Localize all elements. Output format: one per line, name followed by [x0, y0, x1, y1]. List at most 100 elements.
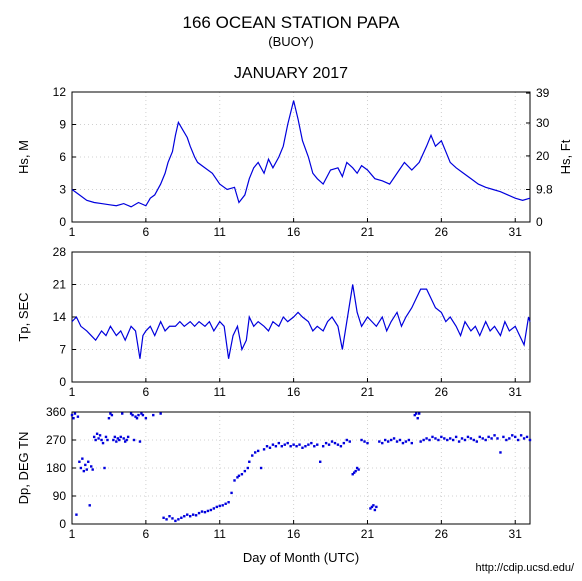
xtick: 11: [214, 225, 227, 239]
ytick-right: 30: [536, 116, 550, 130]
data-point: [131, 414, 133, 416]
data-point: [307, 443, 309, 445]
data-point: [204, 511, 206, 513]
data-point: [269, 447, 271, 449]
ytick: 0: [59, 375, 66, 389]
data-point: [384, 439, 386, 441]
data-point: [520, 434, 522, 436]
ytick: 21: [53, 278, 67, 292]
data-point: [80, 467, 82, 469]
data-point: [207, 510, 209, 512]
data-point: [103, 467, 105, 469]
data-point: [77, 415, 79, 417]
data-point: [263, 448, 265, 450]
data-point: [186, 513, 188, 515]
data-point: [91, 468, 93, 470]
ytick: 180: [46, 461, 66, 475]
data-point: [260, 467, 262, 469]
data-point: [227, 501, 229, 503]
data-point: [319, 461, 321, 463]
data-point: [275, 445, 277, 447]
data-point: [183, 515, 185, 517]
ytick: 7: [59, 343, 66, 357]
data-point: [375, 506, 377, 508]
data-point: [408, 439, 410, 441]
data-point: [396, 440, 398, 442]
data-point: [464, 439, 466, 441]
data-point: [133, 439, 135, 441]
title: 166 OCEAN STATION PAPA: [183, 13, 401, 32]
data-point: [517, 439, 519, 441]
xtick: 11: [214, 385, 227, 399]
data-point: [162, 517, 164, 519]
data-series: [72, 285, 530, 359]
data-point: [89, 504, 91, 506]
data-point: [198, 512, 200, 514]
data-point: [417, 417, 419, 419]
data-point: [111, 414, 113, 416]
data-point: [505, 439, 507, 441]
data-point: [174, 520, 176, 522]
data-point: [112, 439, 114, 441]
data-point: [180, 517, 182, 519]
data-point: [121, 412, 123, 414]
data-point: [78, 461, 80, 463]
data-point: [490, 437, 492, 439]
xtick: 11: [214, 527, 227, 541]
panel2-ylabel: Tp, SEC: [16, 292, 31, 341]
data-point: [248, 461, 250, 463]
data-point: [251, 454, 253, 456]
data-point: [363, 440, 365, 442]
ytick: 360: [46, 405, 66, 419]
xtick: 31: [509, 225, 523, 239]
ytick: 28: [53, 245, 67, 259]
data-point: [487, 436, 489, 438]
data-point: [437, 439, 439, 441]
data-point: [75, 513, 77, 515]
data-point: [479, 436, 481, 438]
data-point: [201, 510, 203, 512]
data-point: [405, 440, 407, 442]
xtick: 1: [69, 225, 76, 239]
data-point: [387, 440, 389, 442]
data-point: [337, 443, 339, 445]
data-point: [106, 439, 108, 441]
ytick: 3: [59, 183, 66, 197]
data-point: [295, 445, 297, 447]
data-point: [482, 437, 484, 439]
ytick: 9: [59, 118, 66, 132]
data-point: [120, 436, 122, 438]
data-point: [434, 437, 436, 439]
data-point: [257, 450, 259, 452]
panel1-ylabel-left: Hs, M: [16, 140, 31, 174]
data-point: [467, 436, 469, 438]
xtick: 26: [435, 225, 449, 239]
data-point: [301, 447, 303, 449]
data-point: [254, 451, 256, 453]
data-point: [354, 470, 356, 472]
data-point: [189, 515, 191, 517]
ytick: 0: [59, 517, 66, 531]
xtick: 16: [287, 527, 301, 541]
data-point: [171, 517, 173, 519]
data-point: [84, 464, 86, 466]
data-point: [425, 437, 427, 439]
data-point: [266, 445, 268, 447]
data-point: [508, 437, 510, 439]
data-point: [310, 442, 312, 444]
data-point: [393, 437, 395, 439]
xtick: 6: [143, 225, 150, 239]
data-point: [526, 436, 528, 438]
data-point: [216, 506, 218, 508]
ytick-right: 9.8: [536, 183, 553, 197]
data-point: [244, 470, 246, 472]
data-point: [125, 439, 127, 441]
data-point: [418, 412, 420, 414]
data-point: [415, 412, 417, 414]
data-point: [219, 505, 221, 507]
data-point: [136, 417, 138, 419]
ytick-right: 0: [536, 215, 543, 229]
data-point: [304, 445, 306, 447]
data-point: [374, 509, 376, 511]
ytick: 270: [46, 433, 66, 447]
